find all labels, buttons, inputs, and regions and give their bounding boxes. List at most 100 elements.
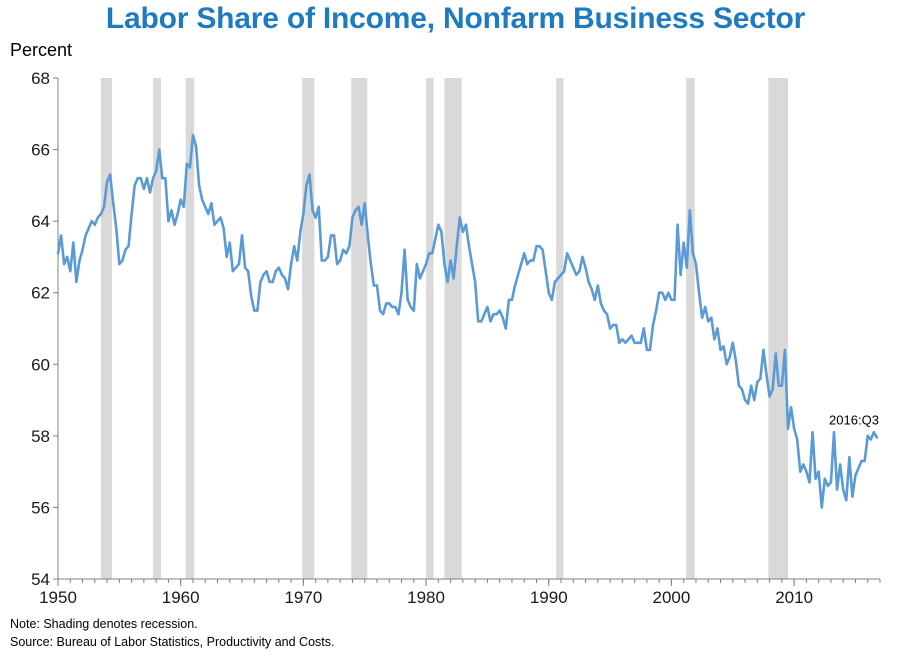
data-point-2011.75: [814, 477, 817, 480]
data-point-1980.25: [427, 252, 431, 255]
data-point-1997: [633, 341, 636, 345]
y-tick-label-64: 64: [31, 212, 50, 231]
data-point-1979: [412, 309, 415, 312]
series-group: [56, 133, 879, 509]
recession-band-3: [302, 78, 315, 579]
data-point-1960.25: [182, 205, 185, 209]
data-point-2008.25: [771, 388, 774, 391]
data-point-1967.75: [274, 270, 277, 273]
data-point-2002.5: [700, 316, 704, 319]
series-line-0: [56, 133, 879, 509]
data-point-1953.75: [102, 205, 106, 209]
data-point-1961.5: [197, 184, 201, 187]
data-point-2007.5: [762, 348, 765, 352]
data-point-2008: [768, 395, 771, 398]
x-tick-label-1970: 1970: [284, 588, 322, 607]
data-point-1966: [253, 309, 256, 312]
x-tick-label-2010: 2010: [775, 588, 813, 607]
data-point-1990: [547, 291, 550, 294]
data-point-1980.75: [434, 237, 437, 241]
data-point-2002: [694, 262, 698, 266]
data-point-1954.75: [115, 227, 118, 230]
data-point-1959.25: [170, 209, 173, 212]
y-tick-label-58: 58: [31, 427, 50, 446]
data-point-1985: [486, 305, 489, 309]
data-point-1955: [118, 262, 121, 266]
data-point-1969.25: [292, 244, 296, 248]
data-point-2007.75: [765, 373, 768, 377]
data-point-1986.75: [507, 298, 511, 302]
data-point-2013.25: [832, 431, 836, 434]
data-point-1997.5: [639, 341, 642, 345]
data-point-2015: [854, 474, 857, 477]
data-point-1975.5: [369, 262, 373, 266]
data-point-1986.5: [504, 327, 508, 330]
recession-band-2: [185, 78, 195, 579]
data-point-1984.5: [480, 320, 483, 323]
data-point-1995.25: [611, 323, 615, 327]
data-point-1972: [326, 255, 330, 259]
data-point-2008.75: [777, 384, 780, 387]
data-point-2009.25: [783, 348, 787, 352]
data-point-1962.75: [213, 223, 216, 226]
data-point-1978.25: [403, 248, 406, 251]
data-point-2014.25: [845, 499, 848, 502]
data-point-1988.25: [526, 262, 529, 266]
recession-band-4: [351, 78, 368, 579]
data-point-2005.75: [740, 388, 744, 391]
data-point-1989: [535, 244, 538, 248]
data-point-1991.5: [565, 252, 569, 255]
data-point-1993.25: [587, 280, 590, 284]
data-point-1959: [167, 219, 170, 223]
data-point-1977.5: [394, 305, 397, 309]
data-point-2006.25: [746, 402, 750, 405]
y-tick-label-54: 54: [31, 570, 50, 589]
data-point-1967.25: [268, 280, 271, 284]
data-point-1956.25: [133, 184, 136, 187]
x-tick-label-1980: 1980: [407, 588, 445, 607]
data-point-2014.5: [848, 456, 851, 459]
data-point-1950.25: [59, 234, 63, 237]
data-point-2016.5: [872, 431, 876, 434]
data-point-1992: [572, 266, 575, 269]
data-point-1973.25: [342, 248, 345, 251]
data-point-1974.25: [354, 209, 357, 212]
data-point-1999: [657, 291, 661, 294]
data-point-2004: [719, 348, 722, 352]
data-point-1963.75: [225, 255, 228, 259]
data-point-2010.5: [799, 470, 802, 473]
axes-group: [53, 77, 881, 586]
data-point-1954.5: [112, 202, 115, 205]
recession-band-0: [100, 78, 112, 579]
data-point-1992.75: [581, 255, 584, 259]
data-point-1957.75: [151, 177, 155, 180]
data-point-1970.5: [308, 173, 311, 176]
data-point-1956.5: [136, 177, 139, 180]
data-point-1971: [314, 216, 317, 219]
data-point-1971.75: [323, 259, 327, 262]
data-point-2005: [731, 341, 734, 345]
data-point-1995.75: [618, 341, 621, 345]
data-point-1959.75: [176, 212, 179, 216]
data-point-2010.75: [802, 463, 805, 466]
data-point-1976.75: [384, 302, 388, 305]
data-point-2002.75: [703, 305, 707, 309]
data-point-1968.5: [283, 277, 287, 280]
data-point-1998: [645, 348, 649, 352]
data-point-1965.5: [246, 270, 250, 273]
recession-band-8: [686, 78, 695, 579]
data-point-2006: [743, 398, 747, 402]
data-point-1983.5: [467, 244, 471, 248]
data-point-1964.5: [234, 266, 238, 269]
data-point-1975.25: [366, 234, 369, 237]
y-tick-label-60: 60: [31, 355, 50, 374]
data-point-1953: [93, 223, 97, 226]
data-point-1962.25: [207, 212, 210, 216]
data-point-1975: [363, 202, 366, 205]
data-point-2000.75: [679, 273, 682, 277]
data-point-1994.25: [599, 302, 603, 305]
data-point-2007: [756, 380, 759, 384]
data-point-2014.75: [851, 495, 854, 498]
data-point-1976.5: [381, 312, 385, 316]
data-point-1999.75: [667, 291, 670, 294]
